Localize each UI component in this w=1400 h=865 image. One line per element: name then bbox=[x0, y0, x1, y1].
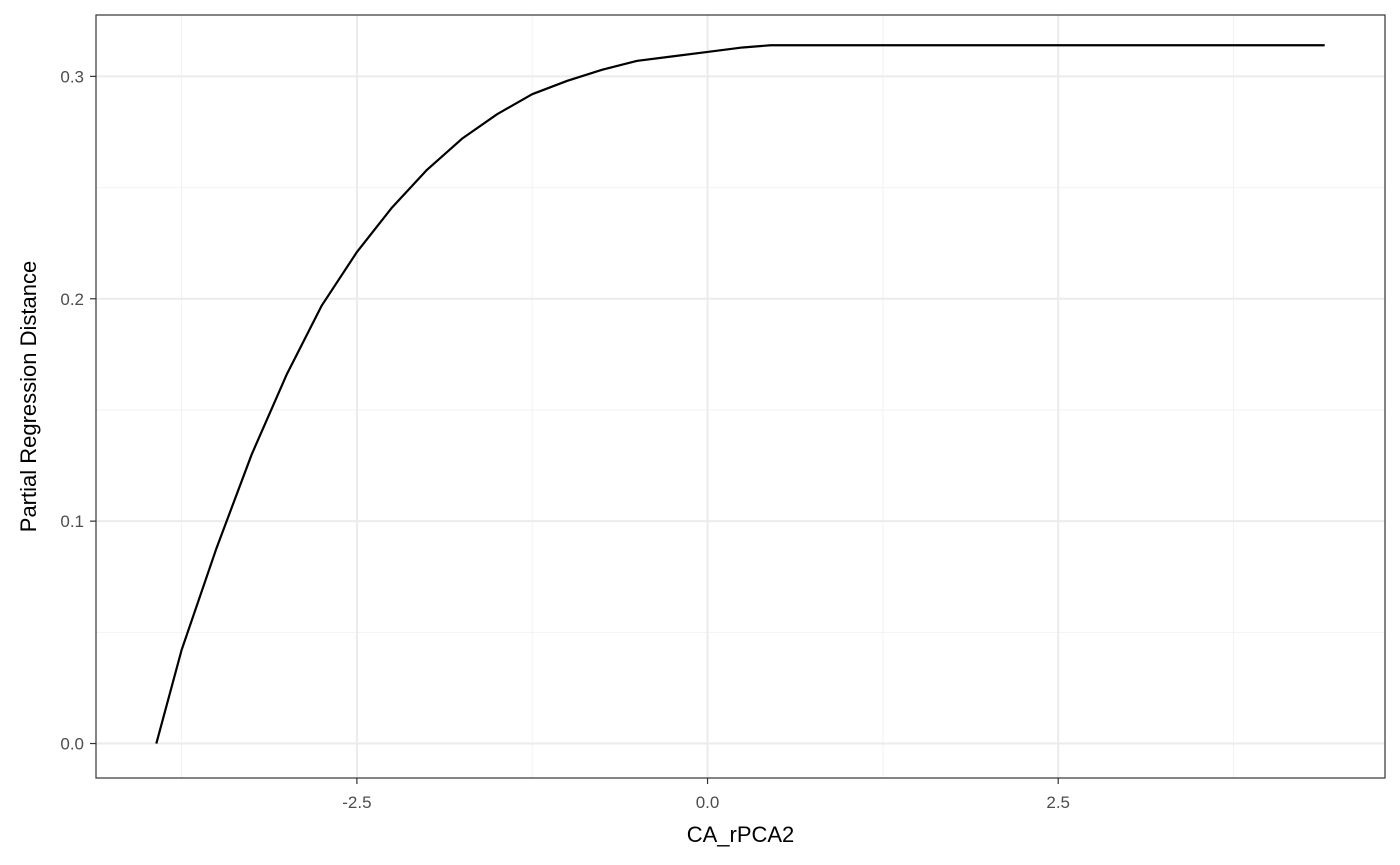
y-tick-label: 0.0 bbox=[60, 735, 84, 754]
minor-gridlines bbox=[96, 15, 1385, 778]
x-tick-label: 0.0 bbox=[696, 793, 720, 812]
panel-border bbox=[95, 14, 1386, 779]
series-layer bbox=[155, 44, 1325, 744]
x-tick-label: 2.5 bbox=[1046, 793, 1070, 812]
y-tick-label: 0.2 bbox=[60, 290, 84, 309]
x-axis-title: CA_rPCA2 bbox=[687, 822, 795, 847]
major-gridlines bbox=[96, 15, 1385, 778]
y-tick-label: 0.1 bbox=[60, 512, 84, 531]
x-tick-label: -2.5 bbox=[342, 793, 371, 812]
y-tick-label: 0.3 bbox=[60, 67, 84, 86]
series-line bbox=[155, 44, 1325, 744]
axis-ticks: -2.5 0.0 2.5 0.0 0.1 0.2 0.3 bbox=[60, 67, 1070, 812]
y-axis-title: Partial Regression Distance bbox=[16, 261, 41, 532]
